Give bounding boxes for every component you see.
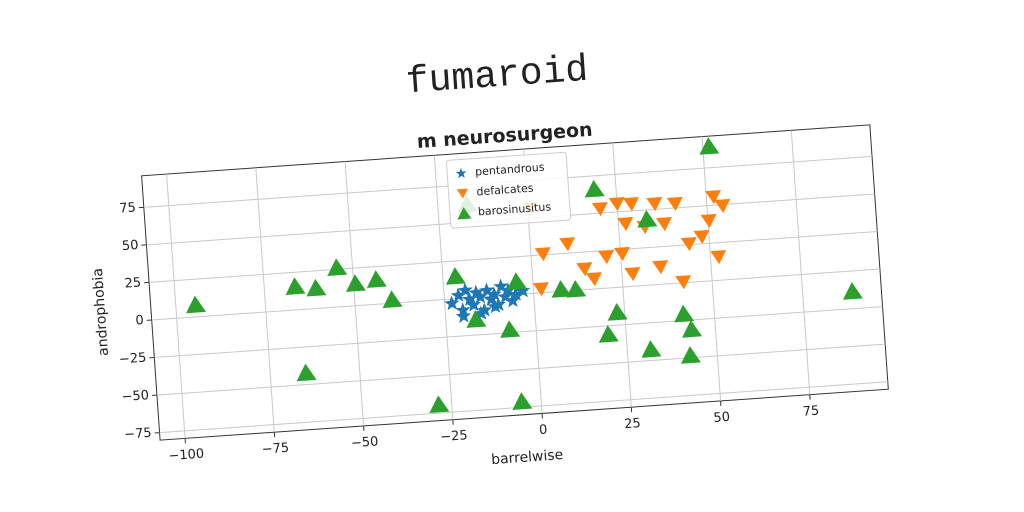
point [699, 137, 720, 155]
point [585, 272, 602, 287]
point [591, 201, 608, 217]
point [487, 298, 503, 314]
point [450, 287, 466, 303]
grid-line [790, 130, 811, 395]
legend-box [445, 151, 572, 229]
point [306, 278, 327, 297]
grid-line [433, 155, 454, 420]
point [551, 280, 572, 298]
x-tick-label: 0 [539, 423, 548, 439]
point [607, 303, 628, 321]
point [674, 304, 695, 323]
point [508, 286, 524, 302]
legend-label: barosinusitus [477, 200, 551, 218]
point [500, 320, 521, 338]
point [700, 213, 717, 228]
point [666, 196, 683, 212]
x-tick-label: −100 [168, 447, 205, 464]
point [710, 249, 727, 265]
grid-line [255, 167, 275, 433]
point [842, 282, 863, 300]
y-tick-label: 25 [124, 276, 142, 292]
point [705, 189, 721, 205]
x-axis-label: barrelwise [491, 447, 564, 468]
point [598, 325, 619, 343]
point [608, 197, 625, 212]
point [566, 279, 587, 298]
point [327, 258, 348, 277]
point [617, 216, 634, 232]
grid-line [154, 306, 883, 359]
x-tick-label: −50 [351, 434, 379, 451]
point [675, 275, 692, 290]
x-tick-label: 50 [713, 410, 731, 426]
point [655, 216, 672, 232]
point [534, 247, 551, 262]
point [455, 308, 471, 324]
point [285, 277, 306, 295]
page-title: fumaroid [405, 49, 590, 105]
point [623, 197, 639, 212]
point [693, 229, 710, 245]
y-tick-label: −25 [118, 351, 146, 368]
grid-line [701, 136, 722, 401]
y-tick-label: 0 [135, 313, 144, 329]
point [465, 297, 481, 312]
x-tick-label: 75 [802, 404, 820, 420]
point [512, 392, 533, 410]
point [641, 340, 662, 358]
point [714, 198, 731, 213]
legend-marker [457, 207, 472, 220]
chart: m neurosurgeon barrelwise androphobia −1… [90, 119, 889, 468]
grid-line [166, 174, 186, 439]
grid-line [612, 142, 632, 408]
point [598, 249, 614, 265]
point [476, 302, 493, 318]
point [514, 282, 531, 298]
point [445, 267, 466, 285]
point [506, 272, 527, 290]
point [296, 363, 317, 382]
y-tick-label: −50 [121, 388, 149, 405]
point [613, 246, 630, 262]
point [681, 346, 701, 364]
point [366, 270, 387, 288]
point [584, 179, 605, 198]
x-tick-label: 25 [624, 416, 642, 432]
point [680, 236, 697, 252]
grid-line [344, 161, 365, 426]
point [382, 290, 403, 309]
point [186, 295, 206, 314]
point [532, 282, 549, 297]
point [637, 209, 658, 228]
grid-line [156, 343, 886, 396]
x-tick-label: −75 [261, 441, 289, 458]
legend-marker [455, 167, 467, 179]
point [345, 274, 366, 292]
y-axis-label: androphobia [90, 267, 112, 356]
point [652, 260, 669, 275]
legend-label: pentandrous [475, 161, 545, 179]
y-tick-label: 75 [119, 200, 137, 216]
legend: pentandrous defalcates barosinusitus [445, 151, 572, 229]
point [466, 310, 487, 328]
x-tick-label: −25 [440, 428, 468, 445]
point [682, 320, 703, 338]
point [576, 262, 593, 277]
point [559, 237, 576, 252]
point [444, 295, 460, 311]
point [472, 288, 488, 304]
legend-label: defalcates [476, 181, 534, 198]
point [473, 305, 489, 321]
y-tick-label: −75 [124, 426, 152, 443]
point [429, 395, 450, 414]
point [646, 196, 663, 212]
legend-marker [456, 188, 468, 199]
point [624, 267, 641, 282]
y-tick-label: 50 [121, 238, 139, 254]
grid-line [149, 231, 878, 283]
